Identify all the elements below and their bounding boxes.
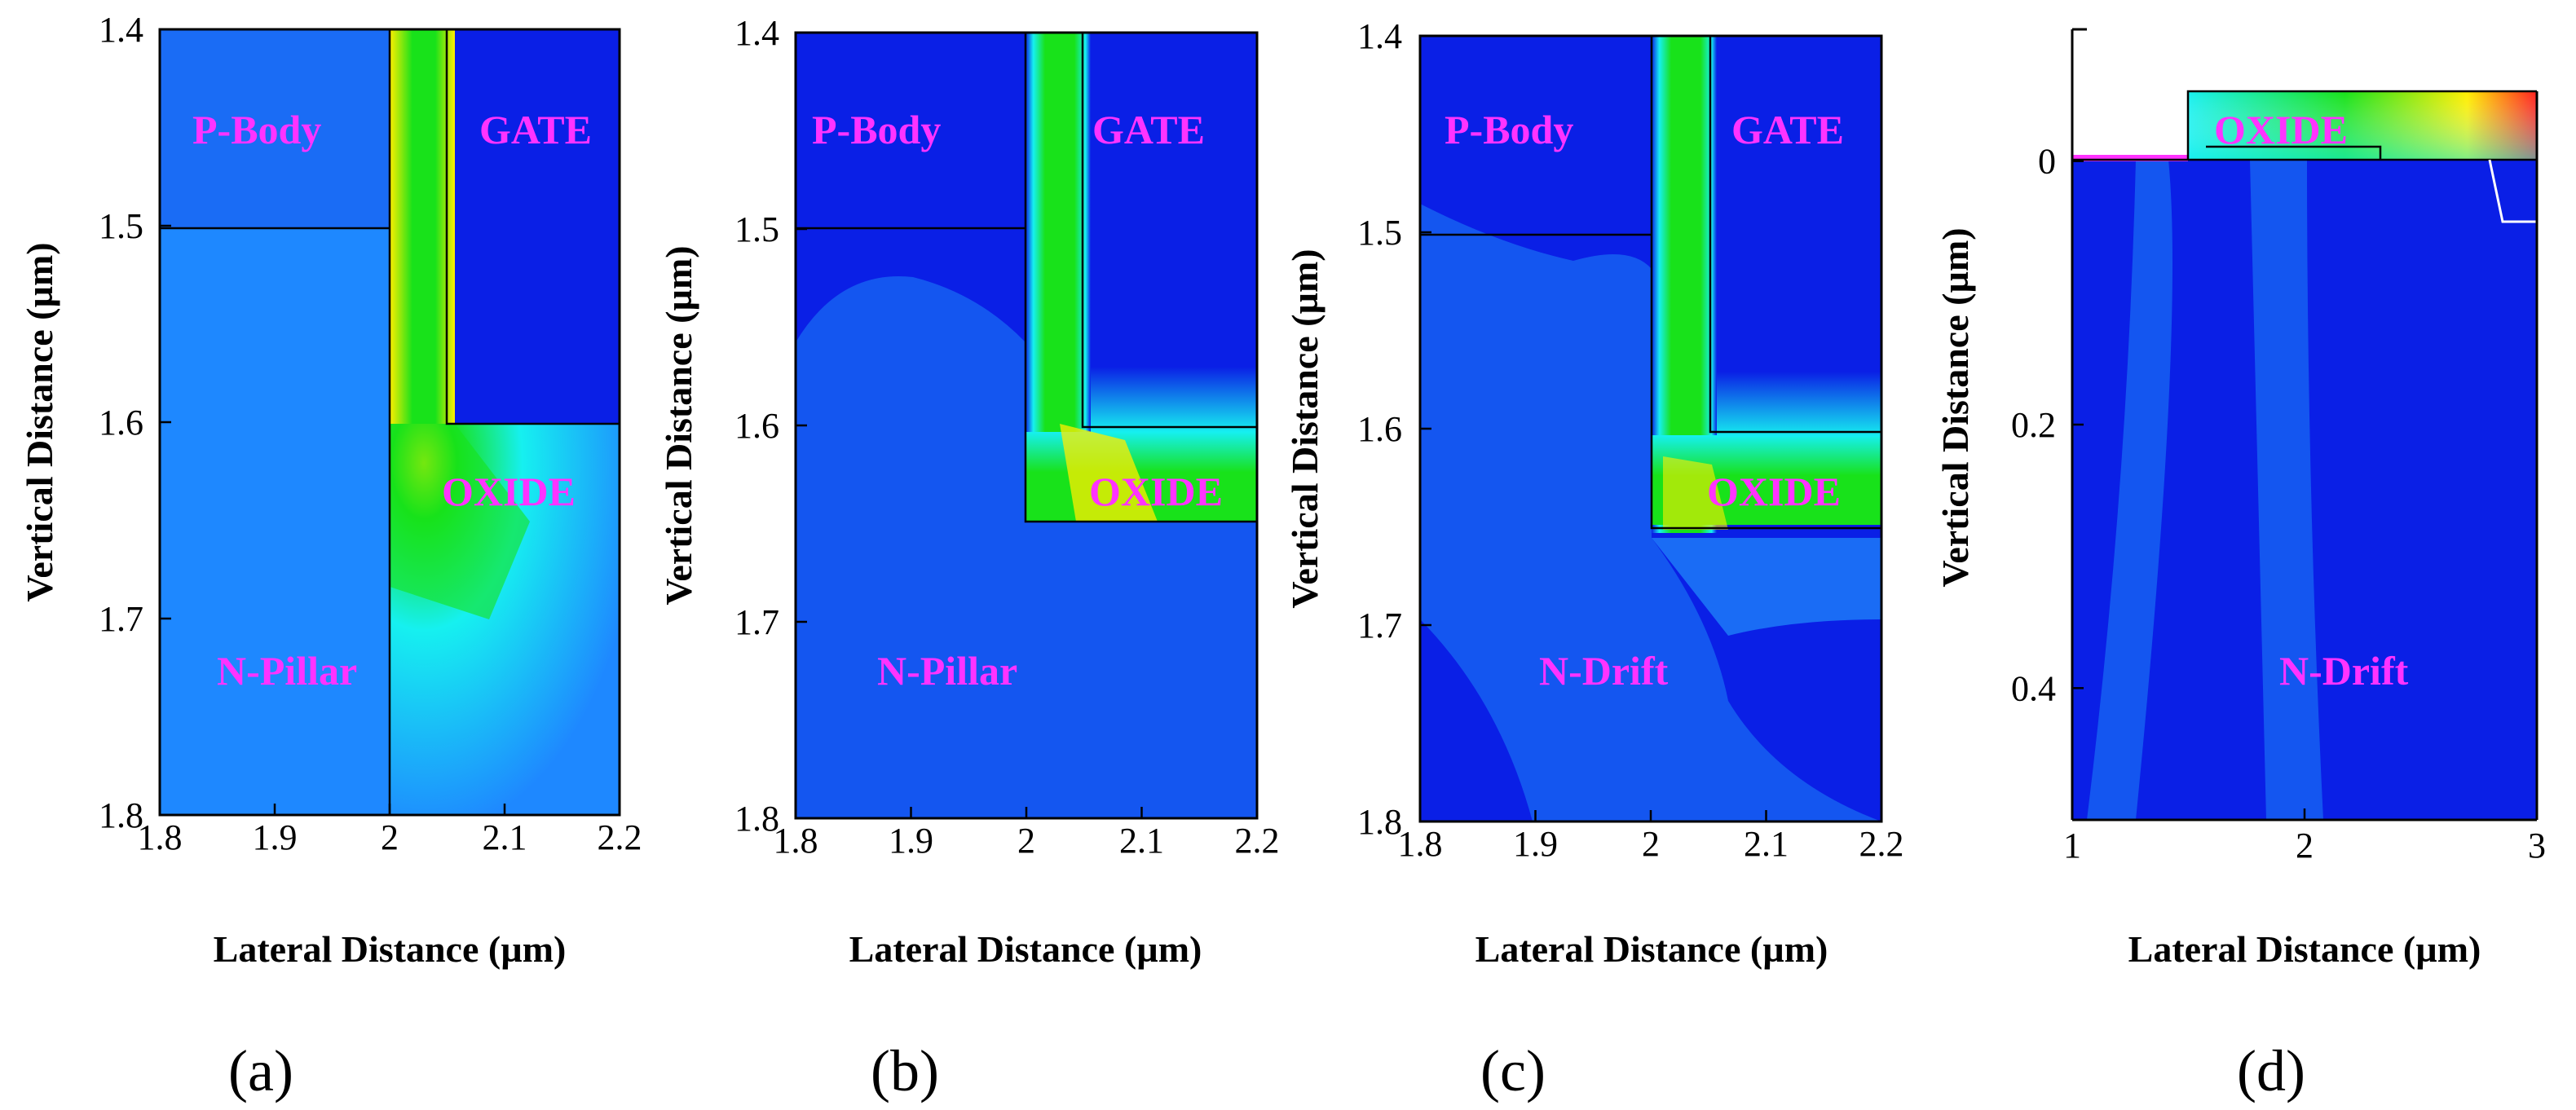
panel-letter: (d) [2237,1038,2305,1103]
y-tick-label: 1.4 [99,10,143,50]
x-axis-label: Lateral Distance (µm) [1475,928,1828,970]
panel-d: OXIDE N-Drift 1 2 3 0 0.2 0.4 Lateral Distance… [1934,28,2546,1103]
panel-letter: (b) [871,1038,939,1103]
panel-a-boundaries [160,29,620,815]
y-tick-label: 1.5 [99,206,143,246]
panel-c-boundaries [1420,36,1881,530]
panel-d-regions: OXIDE N-Drift [2214,107,2409,694]
y-axis-label: Vertical Distance (µm) [19,242,60,601]
y-tick-label: 0 [2038,142,2056,182]
x-tick-label: 2.1 [1119,821,1164,861]
region-label: GATE [479,107,592,152]
y-axis-label: Vertical Distance (µm) [1934,227,1976,587]
panel-b: P-Body GATE OXIDE N-Pillar 1.8 1.9 2 2.1 2.2… [658,13,1280,1103]
region-label: P-Body [192,107,321,152]
region-label: GATE [1731,107,1844,152]
y-axis-label: Vertical Distance (µm) [1284,249,1325,608]
panel-letter: (a) [228,1038,293,1103]
y-axis-label: Vertical Distance (µm) [658,245,699,605]
x-tick-label: 1.8 [1398,824,1443,864]
panel-letter: (c) [1480,1038,1546,1103]
panel-c: P-Body GATE OXIDE N-Drift 1.8 1.9 2 2.1 2.21… [1284,16,1904,1103]
panel-b-axes: 1.8 1.9 2 2.1 2.2 1.4 1.5 1.6 1.7 1.8 Lateral Dist… [658,13,1280,970]
x-tick-label: 2.1 [1744,824,1789,864]
x-tick-label: 2.1 [483,817,527,857]
y-tick-label: 1.5 [734,209,779,249]
y-tick-label: 0.2 [2011,405,2056,445]
x-tick-label: 2 [381,817,399,857]
y-tick-label: 1.5 [1357,213,1402,253]
x-axis-label: Lateral Distance (µm) [2128,928,2481,970]
region-label: N-Pillar [877,648,1017,694]
x-axis-label: Lateral Distance (µm) [214,928,567,970]
y-tick-label: 1.6 [1357,409,1402,449]
y-tick-label: 1.8 [734,799,779,839]
panel-c-regions: P-Body GATE OXIDE N-Drift [1445,107,1844,694]
region-label: P-Body [1445,107,1573,152]
y-tick-label: 1.8 [1357,802,1402,842]
panel-c-axes: 1.8 1.9 2 2.1 2.2 1.4 1.5 1.6 1.7 1.8 Lateral Dist… [1284,16,1904,970]
region-label: P-Body [812,107,941,152]
x-tick-label: 2.2 [598,817,642,857]
panel-b-boundaries [796,33,1257,523]
panel-d-contour [2488,159,2537,223]
y-tick-label: 0.4 [2011,668,2056,708]
region-label: GATE [1092,107,1205,152]
x-tick-label: 1 [2063,826,2081,866]
region-label: N-Pillar [217,648,357,694]
x-tick-label: 3 [2528,826,2546,866]
x-tick-label: 2 [2296,826,2314,866]
panel-d-axes: 1 2 3 0 0.2 0.4 Lateral Distance (µm) Vertical … [1934,142,2546,970]
y-tick-label: 1.6 [99,403,143,443]
x-axis-label: Lateral Distance (µm) [849,928,1202,970]
y-tick-label: 1.6 [734,406,779,446]
region-label: OXIDE [1089,469,1223,514]
x-tick-label: 1.9 [889,821,933,861]
region-label: N-Drift [1539,648,1669,694]
panel-a-regions: P-Body GATE OXIDE N-Pillar [192,107,592,694]
y-tick-label: 1.7 [734,602,779,642]
panel-a-axes: 1.8 1.9 2 2.1 2.2 1.4 1.5 1.6 1.7 1.8 Lateral Dist… [19,10,642,970]
region-label: OXIDE [2214,107,2348,152]
panel-b-regions: P-Body GATE OXIDE N-Pillar [812,107,1223,694]
x-tick-label: 1.9 [253,817,298,857]
y-tick-label: 1.7 [1357,606,1402,645]
y-tick-label: 1.4 [1357,16,1402,56]
panel-d-boundaries [2072,90,2537,161]
y-tick-label: 1.4 [734,13,779,53]
x-tick-label: 2.2 [1235,821,1280,861]
panel-d-field [2072,91,2537,820]
x-tick-label: 2.2 [1859,824,1904,864]
x-tick-label: 2 [1017,821,1035,861]
y-tick-label: 1.7 [99,599,143,639]
y-tick-label: 1.8 [99,795,143,835]
region-label: OXIDE [1707,469,1841,514]
x-tick-label: 1.8 [138,817,183,857]
region-label: OXIDE [442,469,576,514]
region-label: N-Drift [2279,648,2409,694]
panel-a: P-Body GATE OXIDE N-Pillar 1.8 1.9 2 2.1 2.2… [19,10,642,1103]
x-tick-label: 1.9 [1513,824,1558,864]
x-tick-label: 2 [1642,824,1660,864]
x-tick-label: 1.8 [774,821,818,861]
